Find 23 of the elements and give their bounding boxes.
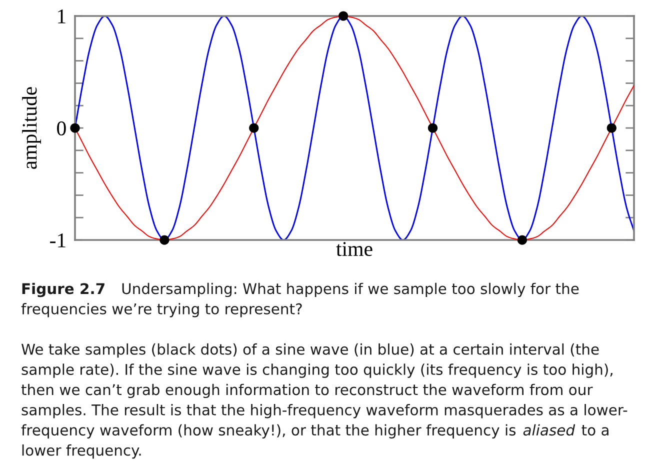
text: to a xyxy=(582,425,608,436)
text: We take samples (black dots) of a sine wave (in blue) at a certain interval (the xyxy=(21,343,599,358)
y-tick-label: 0 xyxy=(57,121,66,136)
text: frequencies we’re trying to represent? xyxy=(21,303,302,318)
text: then we can’t grab enough information to reconstruct the waveform from our xyxy=(21,384,593,398)
text: sample rate). If the sine wave is changing too quickly (its frequency is too high), xyxy=(22,364,612,378)
text: aliased xyxy=(523,424,576,436)
point xyxy=(70,123,80,133)
y-tick-label: 1 xyxy=(58,9,66,24)
point xyxy=(428,123,438,133)
caption: Figure 2.7 xyxy=(22,282,104,298)
y-tick-label: -1 xyxy=(50,233,66,248)
point xyxy=(517,235,528,245)
y-axis-title: amplitude xyxy=(22,87,41,169)
text: samples. The result is that the high-frequency waveform masquerades as a lower- xyxy=(22,404,628,418)
x-axis-title: time xyxy=(336,242,372,256)
text: lower frequency. xyxy=(22,444,141,459)
point xyxy=(606,123,616,133)
point xyxy=(249,123,259,133)
point xyxy=(160,235,170,245)
point xyxy=(338,11,348,21)
text: frequency waveform (how sneaky!), or that the higher frequency is xyxy=(21,424,516,438)
text: Undersampling: What happens if we sample too slowly for the xyxy=(122,282,579,298)
